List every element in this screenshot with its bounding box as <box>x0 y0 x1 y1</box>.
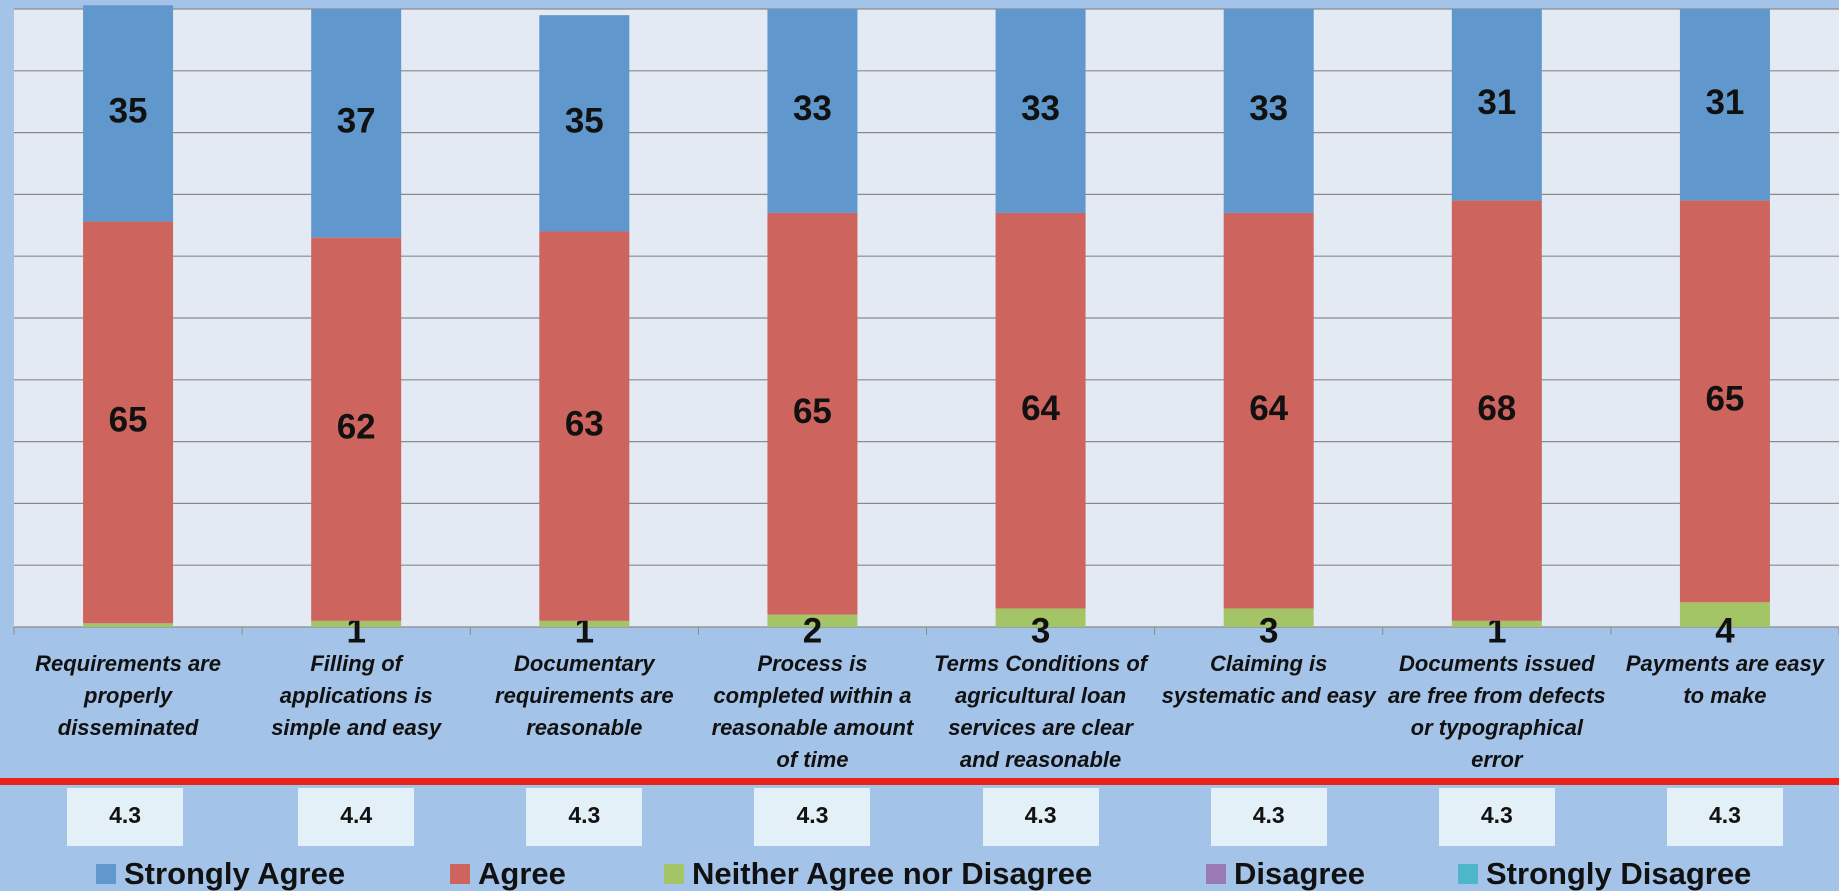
bar-segment <box>311 9 402 238</box>
bar-segment <box>995 9 1086 213</box>
bar-segment <box>995 212 1086 609</box>
bar-segment <box>767 614 858 627</box>
bar-segment <box>539 231 630 621</box>
value-label: 33 <box>793 89 832 128</box>
category-label: Filling of applications is simple and ea… <box>271 651 442 740</box>
legend-label: Neither Agree nor Disagree <box>692 856 1093 891</box>
value-label: 31 <box>1705 83 1744 122</box>
category-label: Payments are easy to make <box>1625 651 1824 708</box>
bar-segment <box>539 620 630 627</box>
bar-segment <box>767 212 858 615</box>
value-label: 35 <box>109 92 148 131</box>
separator <box>0 778 1839 785</box>
value-label: 68 <box>1477 389 1516 428</box>
value-label: 65 <box>109 401 148 440</box>
bar-segment <box>83 5 174 222</box>
legend-entry: Agree <box>450 856 566 891</box>
value-label: 1 <box>346 611 365 650</box>
value-label: 3 <box>1031 611 1050 650</box>
bar-segment <box>1223 9 1314 213</box>
bar-segment <box>83 221 174 624</box>
legend-swatch <box>96 864 116 884</box>
value-label: 31 <box>1477 83 1516 122</box>
mean-value: 4.3 <box>1210 788 1327 846</box>
legend-label: Disagree <box>1234 856 1365 891</box>
bar-segment <box>1451 9 1542 201</box>
legend-entry: Disagree <box>1206 856 1365 891</box>
bar-segment <box>1451 200 1542 621</box>
mean-value: 4.3 <box>67 788 184 846</box>
value-label: 37 <box>337 102 376 141</box>
category-label: Documentary requirements are reasonable <box>495 651 674 740</box>
bar-segment <box>1679 9 1770 201</box>
legend-label: Agree <box>478 856 566 891</box>
category-label: Documents issued are free from defects o… <box>1387 651 1606 772</box>
mean-value: 4.3 <box>1666 788 1783 846</box>
legend-swatch <box>1206 864 1226 884</box>
bar-segment <box>767 9 858 213</box>
mean-value: 4.3 <box>982 788 1099 846</box>
mean-value: 4.3 <box>754 788 871 846</box>
bar-segment <box>1679 200 1770 603</box>
bar-segment <box>1223 608 1314 627</box>
legend-swatch <box>1458 864 1478 884</box>
mean-value: 4.3 <box>526 788 643 846</box>
bar-segment <box>995 608 1086 627</box>
legend-label: Strongly Agree <box>124 856 346 891</box>
value-label: 64 <box>1021 389 1060 428</box>
value-label: 35 <box>565 102 604 141</box>
bar-segment <box>1223 212 1314 609</box>
value-label: 62 <box>337 407 376 446</box>
bar-segment <box>83 623 174 627</box>
legend-entry: Strongly Agree <box>96 856 345 891</box>
legend-swatch <box>450 864 470 884</box>
mean-value: 4.3 <box>1438 788 1555 846</box>
bar-segment <box>539 15 630 232</box>
value-label: 65 <box>793 392 832 431</box>
category-label: Process is completed within a reasonable… <box>711 651 914 772</box>
legend-entry: Strongly Disagree <box>1458 856 1751 891</box>
category-label: Requirements are properly disseminated <box>35 651 221 740</box>
value-label: 64 <box>1249 389 1288 428</box>
value-label: 33 <box>1021 89 1060 128</box>
value-label: 65 <box>1705 380 1744 419</box>
value-label: 63 <box>565 404 604 443</box>
value-label: 33 <box>1249 89 1288 128</box>
value-label: 1 <box>575 611 594 650</box>
legend-swatch <box>664 864 684 884</box>
bar-segment <box>1451 620 1542 627</box>
bar-segment <box>311 620 402 627</box>
value-label: 4 <box>1715 611 1735 650</box>
value-label: 1 <box>1487 611 1506 650</box>
value-label: 3 <box>1259 611 1278 650</box>
mean-value: 4.4 <box>298 788 415 846</box>
category-label: Terms Conditions of agricultural loan se… <box>934 651 1148 772</box>
bar-segment <box>311 237 402 621</box>
legend-label: Strongly Disagree <box>1486 856 1752 891</box>
category-label: Claiming is systematic and easy <box>1161 651 1376 708</box>
bar-segment <box>1679 602 1770 627</box>
value-label: 2 <box>803 611 822 650</box>
legend-entry: Neither Agree nor Disagree <box>664 856 1092 891</box>
